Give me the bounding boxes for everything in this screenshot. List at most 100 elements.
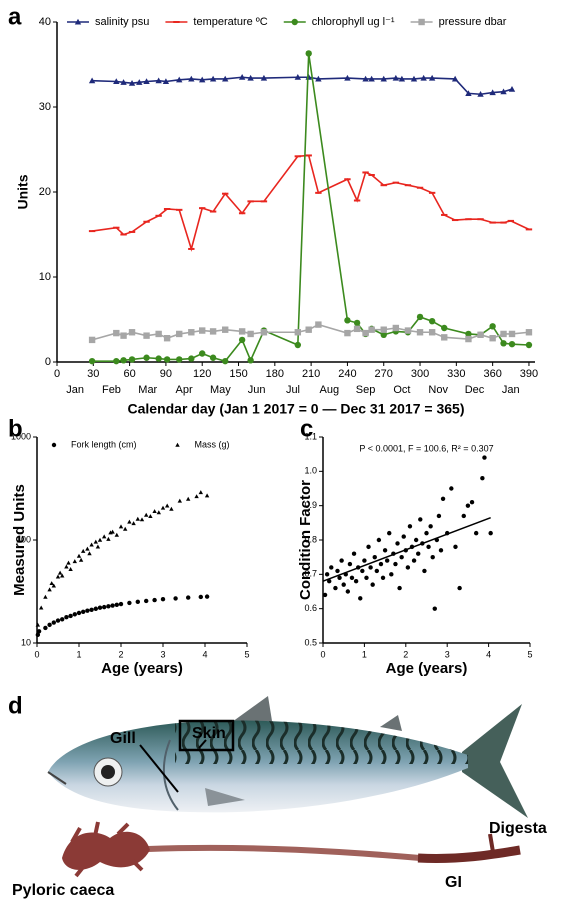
marker bbox=[57, 570, 63, 575]
marker bbox=[416, 329, 424, 336]
marker bbox=[344, 74, 351, 81]
marker bbox=[160, 597, 166, 602]
month-label: Oct bbox=[393, 384, 410, 396]
marker bbox=[113, 357, 120, 365]
gi-label: GI bbox=[445, 874, 462, 891]
marker bbox=[127, 519, 132, 524]
month-label: Sep bbox=[356, 384, 376, 396]
month-label: Jan bbox=[66, 384, 84, 396]
marker bbox=[480, 476, 485, 481]
marker bbox=[353, 319, 361, 327]
month-label: Feb bbox=[102, 384, 121, 396]
x-tick-label: 330 bbox=[447, 368, 465, 380]
marker bbox=[508, 330, 516, 338]
marker bbox=[329, 565, 334, 570]
marker bbox=[457, 585, 462, 591]
marker bbox=[380, 75, 387, 82]
marker bbox=[198, 594, 203, 600]
marker bbox=[344, 317, 351, 324]
marker bbox=[88, 336, 96, 344]
marker bbox=[135, 599, 140, 605]
marker bbox=[366, 544, 371, 550]
marker bbox=[76, 610, 82, 616]
series-line bbox=[92, 53, 529, 363]
marker bbox=[110, 529, 115, 534]
x-tick-label: 390 bbox=[520, 368, 538, 380]
marker bbox=[305, 326, 312, 333]
x-tick-label: 4 bbox=[202, 649, 207, 659]
marker bbox=[397, 585, 402, 591]
marker bbox=[500, 340, 507, 347]
marker bbox=[349, 575, 355, 580]
pectoral-fin bbox=[205, 788, 245, 806]
marker bbox=[358, 596, 363, 601]
marker bbox=[294, 329, 302, 336]
marker bbox=[238, 328, 246, 335]
marker bbox=[398, 75, 406, 82]
marker bbox=[186, 496, 191, 501]
marker bbox=[404, 327, 412, 334]
marker bbox=[333, 585, 338, 591]
marker bbox=[85, 546, 90, 551]
marker bbox=[344, 329, 351, 337]
marker bbox=[47, 587, 52, 592]
tail bbox=[462, 704, 528, 818]
month-label: Nov bbox=[428, 384, 448, 396]
marker bbox=[128, 356, 136, 363]
marker bbox=[353, 325, 361, 333]
marker bbox=[81, 609, 86, 614]
x-tick-label: 2 bbox=[118, 649, 123, 659]
marker bbox=[74, 18, 82, 25]
marker bbox=[453, 544, 458, 550]
marker bbox=[49, 581, 54, 586]
marker bbox=[508, 85, 516, 92]
marker bbox=[177, 498, 182, 503]
marker bbox=[430, 554, 435, 560]
marker bbox=[416, 551, 421, 556]
x-tick-label: 1 bbox=[76, 649, 81, 659]
marker bbox=[93, 539, 98, 544]
marker bbox=[47, 622, 52, 628]
marker bbox=[131, 521, 136, 526]
marker bbox=[106, 604, 111, 609]
marker bbox=[102, 534, 107, 539]
marker bbox=[155, 77, 162, 84]
x-tick-label: 120 bbox=[193, 368, 211, 380]
marker bbox=[461, 513, 466, 519]
marker bbox=[525, 341, 533, 349]
x-tick-label: 360 bbox=[483, 368, 501, 380]
x-tick-label: 150 bbox=[229, 368, 247, 380]
x-tick-label: 240 bbox=[338, 368, 356, 380]
x-tick-label: 90 bbox=[160, 368, 172, 380]
x-tick-label: 4 bbox=[486, 649, 491, 659]
marker bbox=[36, 629, 42, 634]
marker bbox=[322, 592, 328, 598]
marker bbox=[374, 568, 380, 574]
marker bbox=[139, 517, 145, 522]
month-label: Aug bbox=[319, 384, 339, 396]
marker bbox=[160, 505, 166, 510]
intestine bbox=[417, 845, 521, 863]
x-tick-label: 0 bbox=[54, 368, 60, 380]
marker bbox=[199, 327, 206, 334]
marker bbox=[370, 582, 375, 587]
marker bbox=[368, 326, 375, 333]
panel-label: b bbox=[8, 415, 23, 442]
marker bbox=[156, 510, 161, 515]
marker bbox=[188, 329, 195, 336]
marker bbox=[488, 530, 493, 536]
month-label: May bbox=[210, 384, 231, 396]
marker bbox=[449, 486, 454, 491]
marker bbox=[238, 74, 246, 80]
marker bbox=[418, 517, 423, 522]
month-label: Apr bbox=[176, 384, 193, 396]
y-axis-title: Units bbox=[15, 174, 31, 209]
intestine bbox=[147, 844, 421, 861]
marker bbox=[376, 537, 382, 543]
marker bbox=[186, 595, 191, 600]
x-axis-title: Age (years) bbox=[101, 660, 183, 677]
marker bbox=[465, 335, 472, 343]
marker bbox=[43, 594, 48, 599]
marker bbox=[165, 503, 170, 508]
